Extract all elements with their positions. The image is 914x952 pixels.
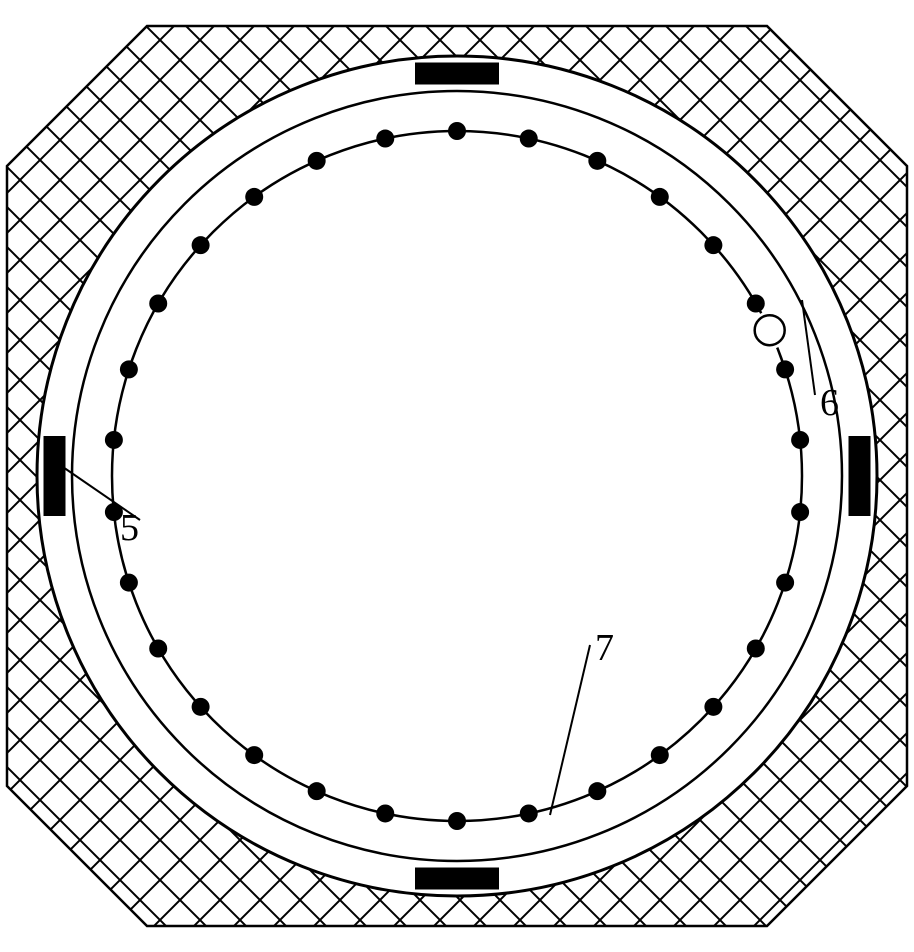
- label-7: 7: [595, 627, 614, 669]
- rebar-dot: [308, 152, 326, 170]
- rebar-dot: [588, 152, 606, 170]
- rebar-dot: [149, 295, 167, 313]
- open-marker: [755, 315, 785, 345]
- rebar-dot: [747, 295, 765, 313]
- rebar-dot: [704, 236, 722, 254]
- label-6: 6: [820, 382, 839, 424]
- rebar-dot: [376, 804, 394, 822]
- rebar-dot: [448, 812, 466, 830]
- rebar-dot: [245, 746, 263, 764]
- rebar-dot: [791, 431, 809, 449]
- rebar-dot: [192, 236, 210, 254]
- connector-tab: [415, 868, 499, 890]
- rebar-dot: [192, 698, 210, 716]
- rebar-dot: [588, 782, 606, 800]
- rebar-dot: [651, 188, 669, 206]
- rebar-dot: [791, 503, 809, 521]
- rebar-dot: [120, 574, 138, 592]
- rebar-dot: [520, 804, 538, 822]
- rebar-dot: [105, 431, 123, 449]
- rebar-dot: [747, 640, 765, 658]
- label-5: 5: [120, 507, 139, 549]
- rebar-dot: [776, 360, 794, 378]
- rebar-dot: [651, 746, 669, 764]
- rebar-dot: [120, 360, 138, 378]
- rebar-dot: [776, 574, 794, 592]
- rebar-dot: [308, 782, 326, 800]
- rebar-dot: [376, 130, 394, 148]
- rebar-dot: [704, 698, 722, 716]
- connector-tab: [849, 436, 871, 516]
- rebar-dot: [520, 130, 538, 148]
- connector-tab: [415, 63, 499, 85]
- connector-tab: [44, 436, 66, 516]
- rebar-dot: [448, 122, 466, 140]
- rebar-dot: [245, 188, 263, 206]
- rebar-dot: [149, 640, 167, 658]
